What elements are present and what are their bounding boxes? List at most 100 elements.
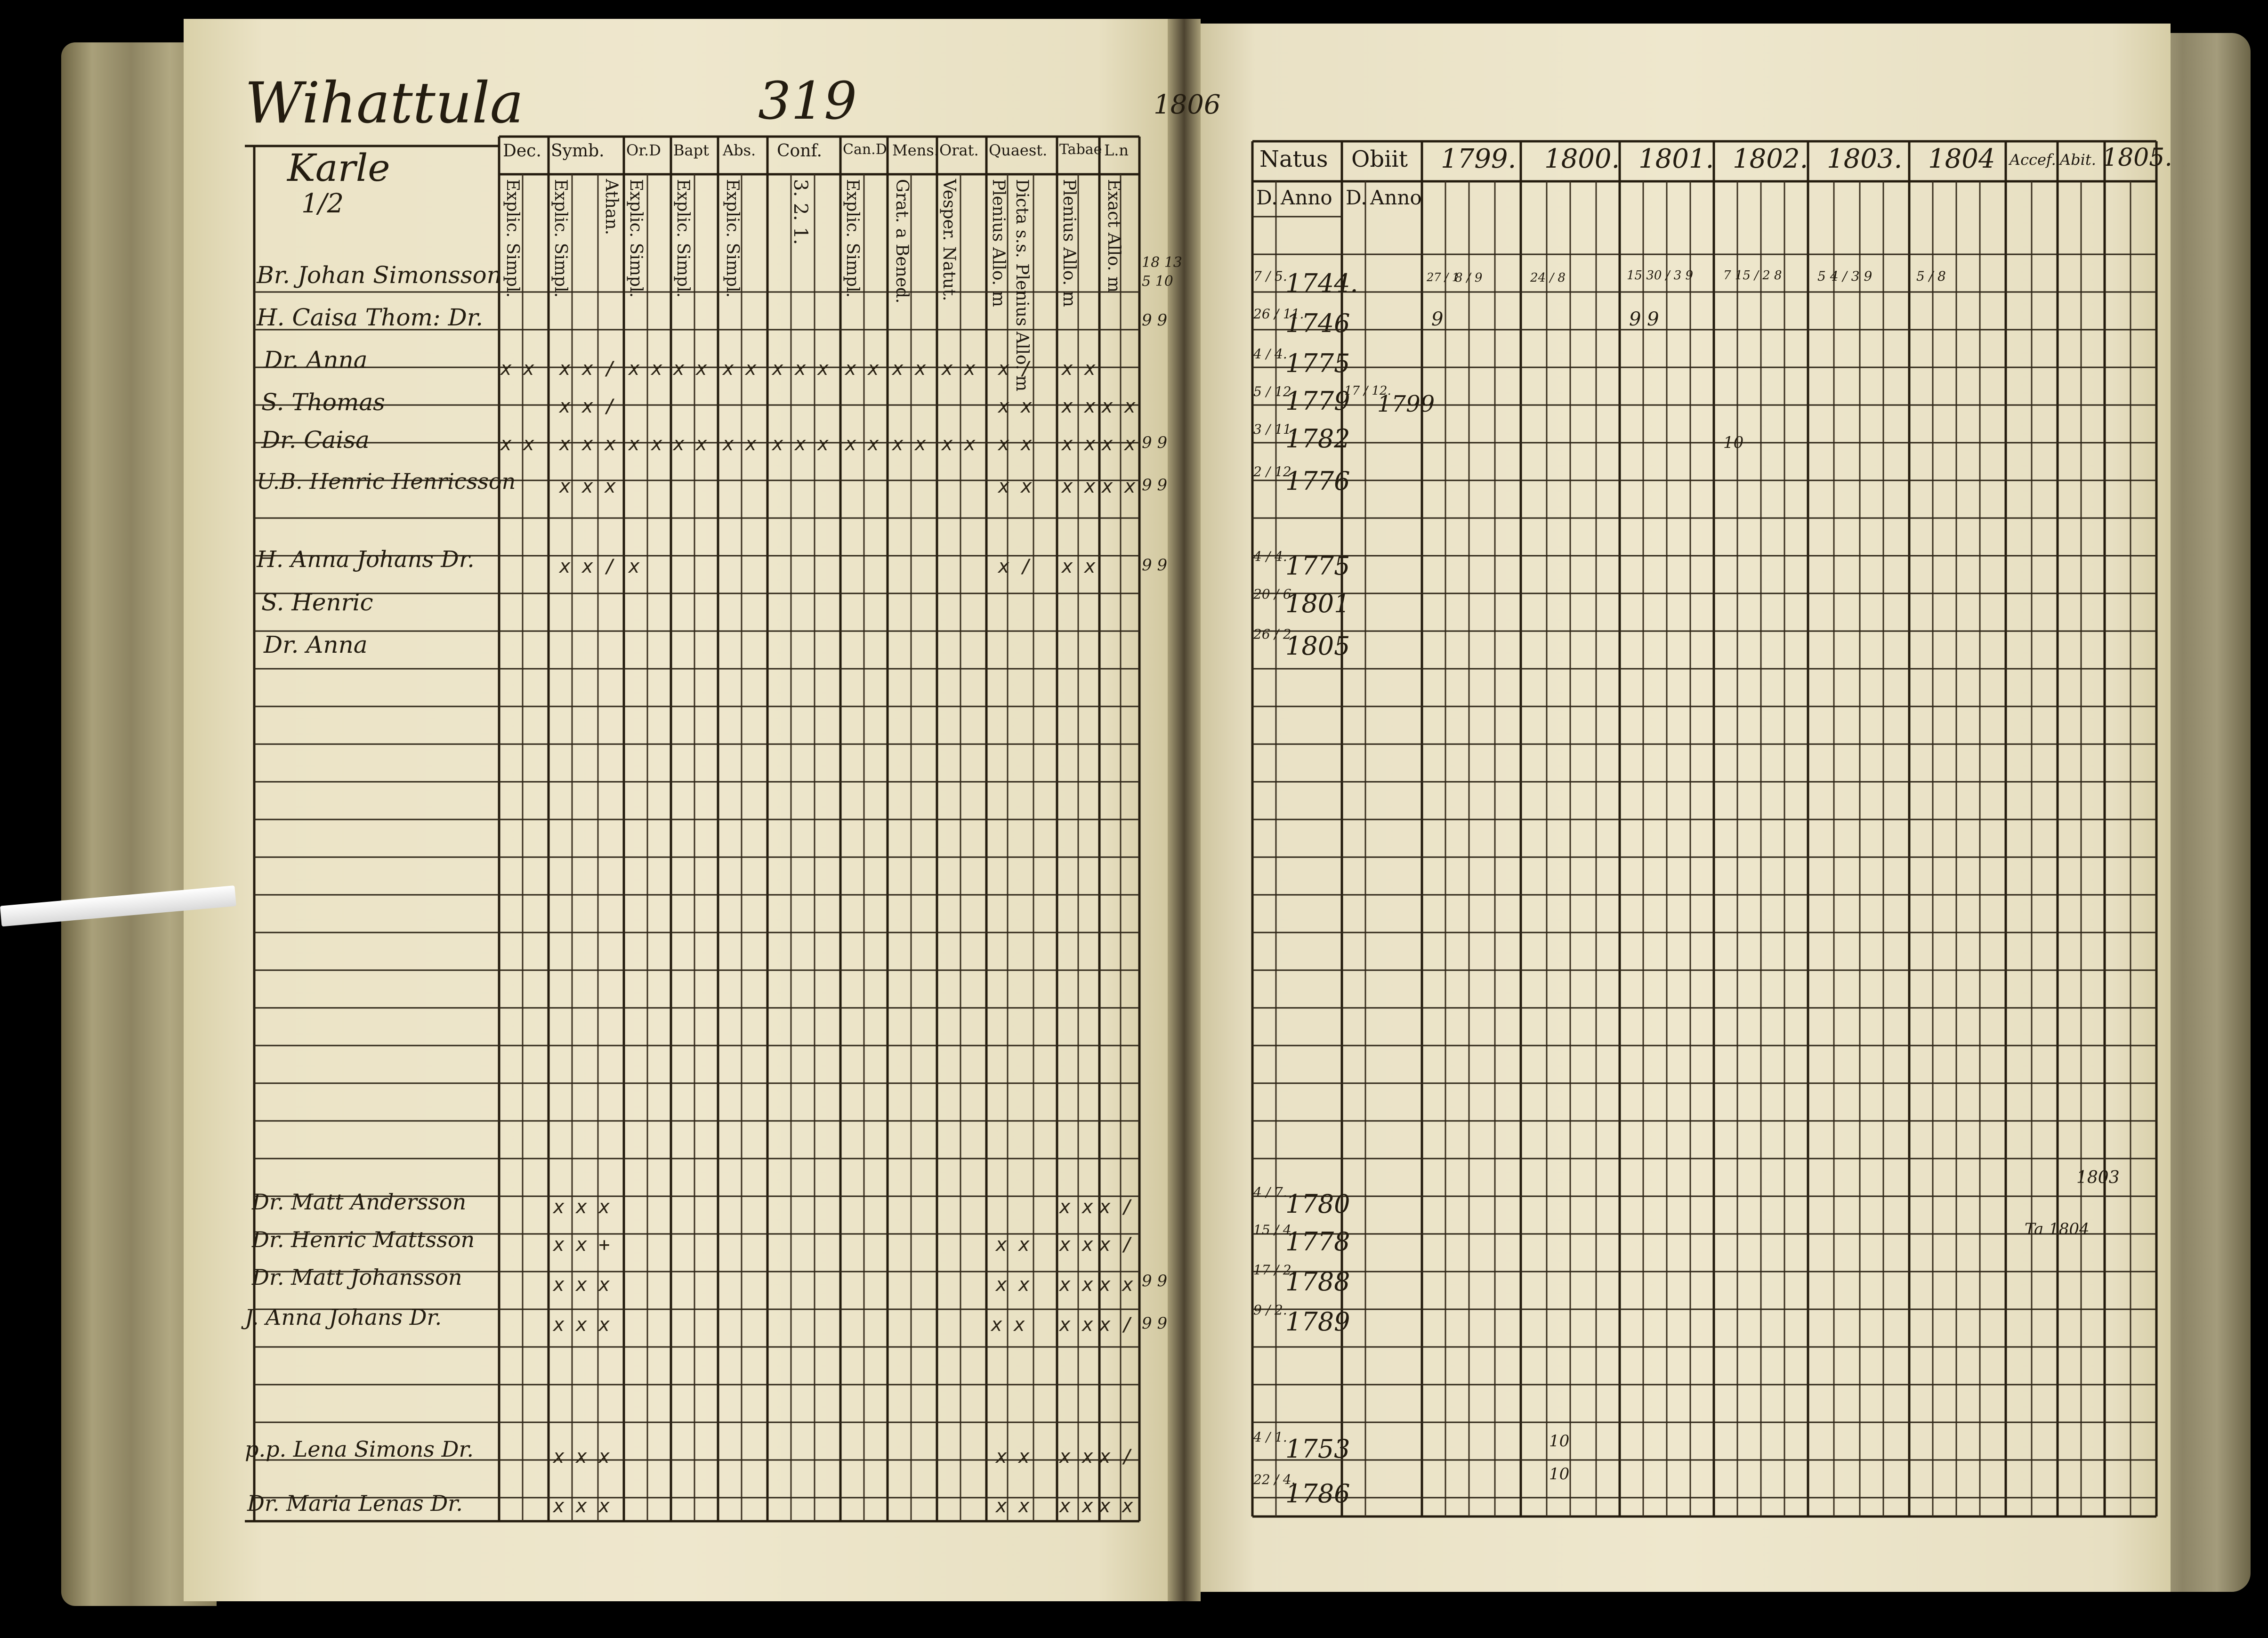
- col-header-mens: Mens.: [892, 141, 939, 159]
- col-header-1802: 1802.: [1733, 144, 1808, 174]
- birth-year: 1775: [1285, 349, 1350, 378]
- birth-year: 1744.: [1285, 268, 1358, 298]
- col-header-symb: Symb.: [551, 141, 605, 161]
- tally-mark: x x: [1102, 476, 1136, 497]
- left-page: [184, 19, 1177, 1601]
- birth-year: 1782: [1285, 424, 1350, 454]
- birth-year: 1779: [1285, 386, 1350, 416]
- tally-mark: x x x: [553, 1446, 610, 1468]
- tally-mark: x x: [996, 1274, 1030, 1296]
- year-mark: 5 4 / 3 9: [1817, 268, 1873, 284]
- tally-mark: x x: [1059, 1314, 1094, 1336]
- tally-mark: x x +: [553, 1234, 610, 1256]
- person-name: U.B. Henric Henricsson: [257, 469, 516, 494]
- farm-name: Karle: [287, 146, 390, 190]
- tally-mark: x x: [1102, 396, 1136, 417]
- tally-mark: x x: [629, 433, 663, 455]
- birth-day: 4 / 1.: [1253, 1429, 1287, 1445]
- subheader-mens: Grat. a Bened.: [892, 179, 912, 304]
- birth-year: 1780: [1285, 1189, 1350, 1219]
- tally-mark: x x: [991, 1314, 1025, 1336]
- tally-mark: x x: [892, 358, 927, 380]
- page-number: 319: [758, 71, 857, 131]
- margin-note: 18 13: [1142, 254, 1182, 271]
- subheader-ln: Exact Allo. m: [1104, 179, 1123, 293]
- tally-mark: x x: [942, 433, 976, 455]
- subheader-orat: Vesper. Natut.: [939, 179, 959, 301]
- tally-mark: x x: [1062, 476, 1096, 497]
- tally-mark: x x x: [553, 1196, 610, 1218]
- birth-day: 4 / 4.: [1253, 346, 1287, 362]
- tally-mark: x x: [1059, 1274, 1094, 1296]
- birth-day: 4 / 4.: [1253, 549, 1287, 564]
- tally-mark: x x x: [559, 476, 616, 497]
- year-mark: 27 / 1: [1427, 271, 1460, 284]
- birth-day: 2 / 12.: [1253, 464, 1296, 479]
- col-header-abit: Abit.: [2060, 151, 2096, 169]
- col-header-accef: Accef.: [2010, 151, 2056, 169]
- subheader-abs: Explic. Simpl.: [723, 179, 742, 298]
- tally-mark: x x: [723, 433, 757, 455]
- birth-day: 17 / 2.: [1253, 1262, 1296, 1278]
- birth-year: 1788: [1285, 1267, 1350, 1297]
- birth-day: 15 / 4.: [1253, 1222, 1296, 1238]
- tally-mark: x x: [996, 1446, 1030, 1468]
- tally-mark: x x: [1099, 1495, 1134, 1517]
- birth-day: 20 / 6.: [1253, 586, 1296, 602]
- person-name: Dr. Henric Mattsson: [252, 1227, 475, 1252]
- subheader-natus-year: Anno: [1281, 186, 1332, 209]
- tally-mark: x x: [845, 358, 880, 380]
- tally-mark: x x x: [553, 1274, 610, 1296]
- birth-year: 1786: [1285, 1479, 1350, 1508]
- col-header-natus: Natus: [1259, 146, 1328, 172]
- tally-mark: x x: [996, 1495, 1030, 1517]
- col-header-dec: Dec.: [503, 141, 541, 161]
- tally-mark: x x: [1059, 1446, 1094, 1468]
- subheader-natus-day: D.: [1256, 186, 1278, 209]
- person-name: Dr. Caisa: [261, 426, 370, 454]
- year-mark: 9: [1431, 308, 1444, 330]
- person-name: p.p. Lena Simons Dr.: [245, 1436, 474, 1462]
- tally-mark: x x x: [553, 1314, 610, 1336]
- person-name: H. Caisa Thom: Dr.: [257, 304, 484, 331]
- tally-mark: x: [629, 556, 640, 577]
- margin-note: 9 9: [1142, 433, 1168, 452]
- col-header-obiit: Obiit: [1351, 146, 1408, 172]
- book-gutter: [1168, 19, 1201, 1601]
- tally-mark: x /: [1099, 1234, 1134, 1256]
- person-name: Dr. Matt Andersson: [252, 1189, 467, 1215]
- margin-note: 9 9: [1142, 476, 1168, 495]
- year-heading: 1806: [1154, 89, 1221, 120]
- margin-note: 9 9: [1142, 1314, 1168, 1333]
- farm-fraction: 1/2: [301, 188, 344, 219]
- tally-mark: x /: [1099, 1196, 1134, 1218]
- margin-note: 9 9: [1142, 1272, 1168, 1290]
- tally-mark: x x: [1062, 358, 1096, 380]
- subheader-dec: Explic. Simpl.: [503, 179, 522, 298]
- person-name: S. Henric: [261, 589, 373, 616]
- tally-mark: x x: [892, 433, 927, 455]
- col-header-1800: 1800.: [1544, 144, 1620, 174]
- subheader-obiit-day: D.: [1346, 186, 1367, 209]
- year-mark: 10: [1549, 1432, 1570, 1451]
- year-mark: 9 9: [1629, 308, 1659, 330]
- subheader-obiit-year: Anno: [1370, 186, 1422, 209]
- col-header-cand: Can.D: [843, 141, 887, 158]
- tally-mark: x x: [629, 358, 663, 380]
- tally-mark: x x: [845, 433, 880, 455]
- birth-year: 1746: [1285, 308, 1350, 338]
- tally-mark: x x /: [559, 358, 616, 380]
- person-name: H. Anna Johans Dr.: [257, 546, 475, 573]
- col-header-tabae: Tabae: [1059, 141, 1102, 158]
- col-header-orat: Orat.: [939, 141, 979, 159]
- tally-mark: x x: [1059, 1196, 1094, 1218]
- tally-mark: x x /: [559, 556, 616, 577]
- tally-mark: x x x: [772, 358, 829, 380]
- birth-day: 9 / 2.: [1253, 1302, 1287, 1318]
- margin-note: 5 10: [1142, 273, 1173, 290]
- year-mark: 8 / 9: [1455, 271, 1483, 285]
- subheader-symb-b: Athan.: [602, 179, 621, 235]
- tally-mark: x x: [1059, 1234, 1094, 1256]
- death-year: 1799: [1377, 391, 1435, 417]
